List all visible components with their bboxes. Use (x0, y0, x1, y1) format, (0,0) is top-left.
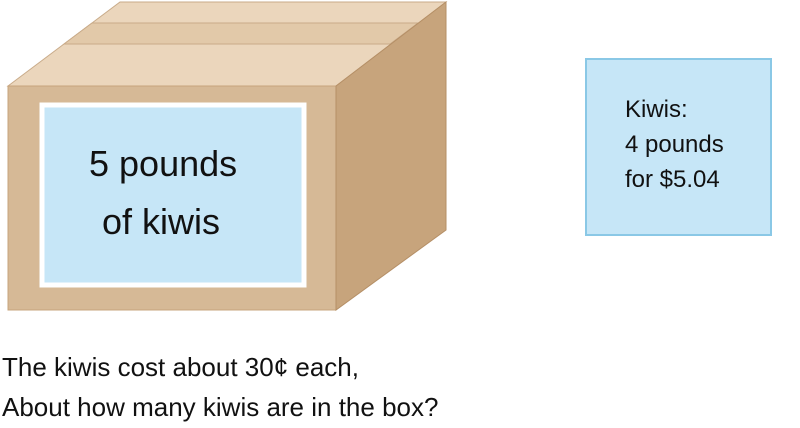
box-label-line-2: of kiwis (102, 201, 220, 242)
price-card: Kiwis: 4 pounds for $5.04 (585, 58, 772, 236)
question-line-1: The kiwis cost about 30¢ each, (2, 352, 359, 382)
box-side (335, 0, 447, 311)
box-label-line-1: 5 pounds (89, 143, 237, 184)
box-tape (62, 22, 420, 45)
price-card-price: for $5.04 (625, 166, 720, 193)
question-line-2: About how many kiwis are in the box? (2, 392, 439, 422)
price-card-quantity: 4 pounds (625, 131, 724, 158)
price-card-title: Kiwis: (625, 96, 688, 123)
box-label (39, 102, 307, 288)
